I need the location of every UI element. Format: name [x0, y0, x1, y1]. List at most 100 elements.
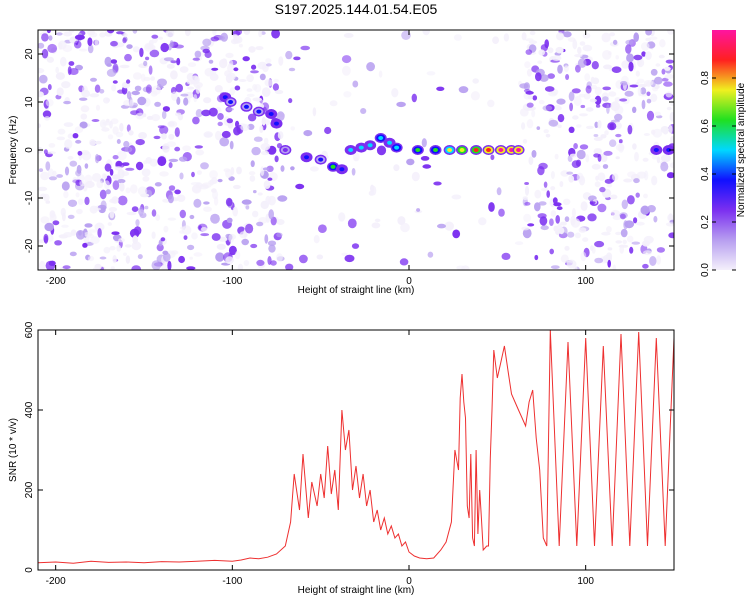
spectrogram-cell: [488, 202, 495, 212]
spectrogram-cell: [626, 53, 634, 63]
spectrogram-cell: [94, 84, 101, 93]
spectrogram-cell: [261, 87, 271, 97]
colorbar-tick-label: 0.0: [700, 263, 711, 277]
spectrogram-cell: [295, 183, 305, 190]
spectrogram-cell: [124, 53, 132, 62]
spectrogram-cell: [610, 194, 618, 200]
spectrogram-cell: [579, 144, 589, 150]
spectrogram-cell: [421, 138, 427, 148]
spectrogram-cell: [125, 244, 132, 248]
spectrogram-cell: [576, 149, 586, 160]
snr-y-label: SNR (10 * v/v): [8, 418, 19, 482]
spectrogram-cell: [69, 160, 78, 167]
spectrogram-track-core: [387, 140, 393, 145]
spectrogram-cell: [208, 179, 218, 185]
spectrogram-cell: [655, 63, 661, 67]
spectrogram-cell: [64, 166, 70, 176]
spectrogram-cell: [153, 135, 161, 140]
spectrogram-cell: [151, 260, 162, 270]
spectrogram-cell: [523, 213, 532, 223]
spectrogram-cell: [642, 240, 650, 247]
spectrogram-cell: [624, 90, 634, 97]
spectrogram-cell: [256, 259, 265, 266]
spectrogram-cell: [529, 30, 536, 36]
spectrogram-cell: [228, 233, 235, 243]
spectrogram-cell: [643, 133, 651, 136]
spectrogram-cell: [585, 154, 590, 163]
spectrogram-cell: [536, 126, 541, 130]
spectrogram-cell: [544, 86, 555, 92]
spectrogram-cell: [268, 244, 276, 253]
spectrogram-cell: [159, 171, 169, 177]
spectrogram-cell: [214, 85, 223, 93]
spectrogram-cell: [162, 250, 169, 255]
colorbar-gradient: [712, 30, 736, 270]
spectrogram-cell: [668, 125, 673, 134]
spectrogram-cell: [225, 52, 234, 59]
spectrogram-cell: [209, 170, 218, 179]
spectrogram-cell: [221, 130, 231, 139]
spectrogram-cell: [258, 30, 263, 38]
spectrogram-cell: [665, 222, 674, 227]
spectrogram-cell: [643, 80, 654, 86]
spectrogram-cell: [526, 102, 534, 108]
spectrogram-cell: [343, 33, 354, 38]
spectrogram-track-core: [378, 136, 384, 140]
spectrogram-cell: [211, 67, 219, 71]
spectrogram-cell: [265, 195, 271, 205]
spectrogram-cell: [401, 30, 411, 40]
spectrogram-cell: [132, 235, 138, 245]
spectrogram-cell: [144, 205, 149, 210]
spectrogram-cell: [75, 169, 82, 177]
spectrogram-cell: [47, 168, 54, 177]
spectrogram-cell: [526, 119, 534, 129]
spectrogram-cell: [562, 31, 572, 38]
spectrogram-cell: [176, 96, 181, 105]
spectrogram-cell: [558, 227, 565, 235]
spectrogram-cell: [582, 44, 593, 52]
spectrogram-cell: [267, 240, 277, 246]
spectrogram-cell: [501, 252, 511, 260]
spectrogram-cell: [557, 114, 565, 123]
spectrogram-cell: [99, 189, 107, 200]
spectrogram-cell: [604, 130, 609, 136]
spectrogram-cell: [416, 208, 421, 212]
spectrogram-cell: [607, 247, 613, 251]
spectrogram-cell: [200, 233, 210, 237]
spectrogram-cell: [568, 175, 575, 183]
spectrogram-cell: [602, 164, 609, 169]
spectrogram-cell: [594, 95, 602, 106]
spectrogram-cell: [654, 76, 663, 85]
spectrogram-cell: [503, 33, 510, 42]
spectrogram-cell: [95, 104, 101, 111]
spectrogram-cell: [653, 215, 658, 223]
spectrogram-cell: [303, 130, 313, 137]
spectrogram-cell: [168, 133, 175, 140]
spectrogram-cell: [578, 93, 586, 98]
spectrogram-cell: [590, 245, 594, 251]
spectrogram-cell: [360, 108, 367, 114]
spectrogram-cell: [38, 123, 41, 129]
spectrogram-cell: [580, 104, 586, 109]
spectrogram-cell: [620, 81, 628, 86]
spectrogram-cell: [594, 121, 599, 128]
spectrogram-cell: [119, 122, 124, 132]
spectrogram-cell: [154, 182, 162, 187]
spectrogram-cell: [161, 133, 167, 140]
spectrogram-track-core: [498, 148, 504, 152]
spectrogram-cell: [193, 81, 203, 89]
spectrogram-cell: [567, 231, 575, 238]
spectrogram-cell: [96, 180, 104, 189]
spectrogram-cell: [411, 93, 417, 103]
spectrogram-cell: [56, 87, 64, 96]
spectrogram-cell: [99, 256, 107, 260]
spectrogram-cell: [313, 235, 320, 244]
spectrogram-cell: [225, 169, 233, 179]
spectrogram-y-tick-label: 20: [24, 48, 35, 60]
spectrogram-cell: [400, 222, 410, 233]
spectrogram-cell: [534, 189, 542, 199]
spectrogram-cell: [559, 181, 564, 188]
spectrogram-cell: [531, 109, 536, 118]
spectrogram-cell: [552, 197, 558, 204]
spectrogram-cell: [119, 182, 125, 192]
